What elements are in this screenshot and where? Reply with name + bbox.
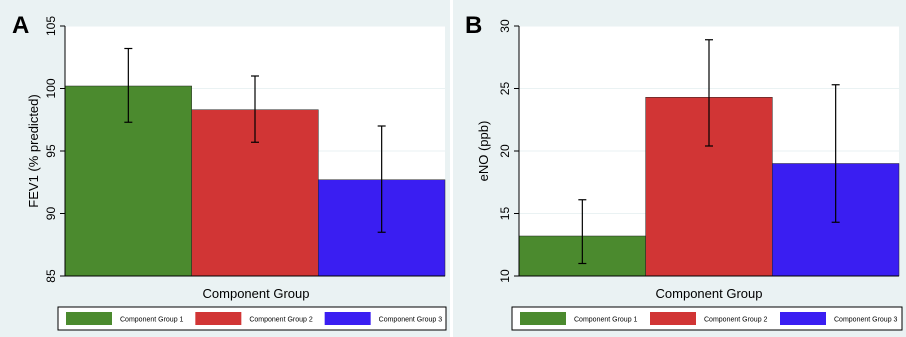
y-axis-title: eNO (ppb) <box>476 121 491 182</box>
legend-swatch <box>650 312 696 325</box>
panel-label: B <box>465 12 482 39</box>
panel-a: 85 90 95 100 105 FEV1 (% predicted) Component … <box>0 0 450 337</box>
legend-swatch <box>66 312 112 325</box>
y-tick-label: 95 <box>44 144 58 158</box>
error-bar-1 <box>578 199 587 265</box>
legend-swatch <box>520 312 566 325</box>
legend-item-3: Component Group 3 <box>780 312 898 325</box>
panel-label: A <box>12 12 29 39</box>
legend-label: Component Group 1 <box>120 317 184 324</box>
y-tick-label: 105 <box>44 16 58 36</box>
y-tick-label: 25 <box>498 82 512 96</box>
x-axis-title: Component Group <box>656 286 763 301</box>
panel-b: 10 15 20 25 30 eNO (ppb) Component Group B Compo… <box>453 0 906 337</box>
error-bar-3 <box>831 84 840 223</box>
y-tick-label: 10 <box>498 269 512 283</box>
legend-item-1: Component Group 1 <box>520 312 638 325</box>
y-tick-label: 30 <box>498 19 512 33</box>
legend-label: Component Group 3 <box>379 317 443 324</box>
y-tick-label: 20 <box>498 144 512 158</box>
legend-label: Component Group 3 <box>834 317 898 324</box>
legend: Component Group 1 Component Group 2 Compon… <box>511 306 903 331</box>
y-tick-label: 100 <box>44 78 58 98</box>
y-tick-label: 85 <box>44 269 58 283</box>
error-bar-3 <box>377 125 386 233</box>
error-bar-2 <box>251 75 259 143</box>
error-bar-1 <box>124 47 133 123</box>
legend-item-2: Component Group 2 <box>650 312 768 325</box>
x-axis-title: Component Group <box>203 286 310 301</box>
legend-item-3: Component Group 3 <box>324 312 443 325</box>
legend-swatch <box>324 312 371 325</box>
legend: Component Group 1 Component Group 2 Compon… <box>57 306 447 331</box>
y-tick-label: 15 <box>498 207 512 221</box>
legend-label: Component Group 2 <box>704 317 768 324</box>
error-bar-2 <box>705 39 713 147</box>
y-tick-label: 90 <box>44 207 58 221</box>
legend-item-2: Component Group 2 <box>195 312 313 325</box>
y-axis-title: FEV1 (% predicted) <box>26 94 41 207</box>
legend-label: Component Group 2 <box>249 317 313 324</box>
legend-swatch <box>195 312 242 325</box>
legend-label: Component Group 1 <box>574 317 638 324</box>
legend-item-1: Component Group 1 <box>66 312 184 325</box>
legend-swatch <box>780 312 826 325</box>
